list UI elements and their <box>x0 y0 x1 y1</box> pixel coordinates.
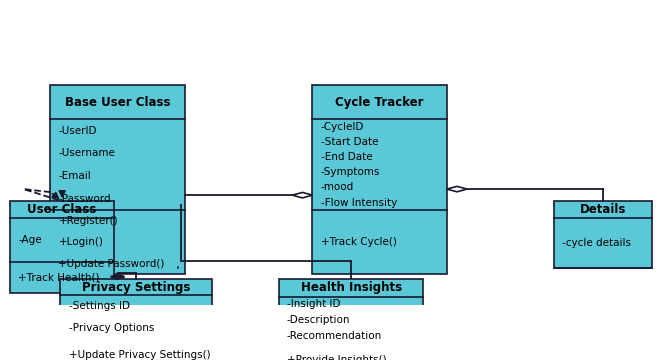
FancyBboxPatch shape <box>312 85 447 274</box>
Text: -Privacy Options: -Privacy Options <box>69 323 154 333</box>
FancyBboxPatch shape <box>50 85 185 274</box>
Text: -Email: -Email <box>58 171 91 181</box>
Text: -Start Date: -Start Date <box>321 137 378 147</box>
Text: +Track Cycle(): +Track Cycle() <box>321 237 396 247</box>
Text: +Register(): +Register() <box>58 216 118 226</box>
Text: +Login(): +Login() <box>58 237 103 247</box>
FancyBboxPatch shape <box>10 201 114 293</box>
Text: -UserID: -UserID <box>58 126 97 136</box>
Text: -Description: -Description <box>287 315 350 325</box>
Text: -Insight ID: -Insight ID <box>287 300 341 309</box>
Text: Cycle Tracker: Cycle Tracker <box>335 96 424 109</box>
Text: Health Insights: Health Insights <box>300 281 402 294</box>
Polygon shape <box>292 192 312 198</box>
Text: -Age: -Age <box>18 235 42 245</box>
Text: Privacy Settings: Privacy Settings <box>82 281 190 294</box>
Text: -CycleID: -CycleID <box>321 122 364 132</box>
Text: +Track Health(): +Track Health() <box>18 272 99 282</box>
FancyBboxPatch shape <box>554 201 652 268</box>
Polygon shape <box>110 274 125 279</box>
Text: -Symptoms: -Symptoms <box>321 167 380 177</box>
Text: -Recommendation: -Recommendation <box>287 330 382 341</box>
Text: -cycle details: -cycle details <box>562 238 632 248</box>
Text: Details: Details <box>580 203 626 216</box>
Text: -mood: -mood <box>321 183 353 193</box>
Text: -Password: -Password <box>58 194 111 204</box>
FancyBboxPatch shape <box>279 279 423 360</box>
Text: -End Date: -End Date <box>321 152 372 162</box>
Text: +Update Password(): +Update Password() <box>58 259 165 269</box>
Text: -Settings ID: -Settings ID <box>69 301 130 311</box>
Text: +Provide Insights(): +Provide Insights() <box>287 355 386 360</box>
Text: +Update Privacy Settings(): +Update Privacy Settings() <box>69 350 210 360</box>
Text: -Username: -Username <box>58 148 116 158</box>
Text: Base User Class: Base User Class <box>65 96 170 109</box>
Text: -Flow Intensity: -Flow Intensity <box>321 198 396 208</box>
FancyBboxPatch shape <box>60 279 212 360</box>
Polygon shape <box>447 186 467 192</box>
Text: User Class: User Class <box>28 203 97 216</box>
